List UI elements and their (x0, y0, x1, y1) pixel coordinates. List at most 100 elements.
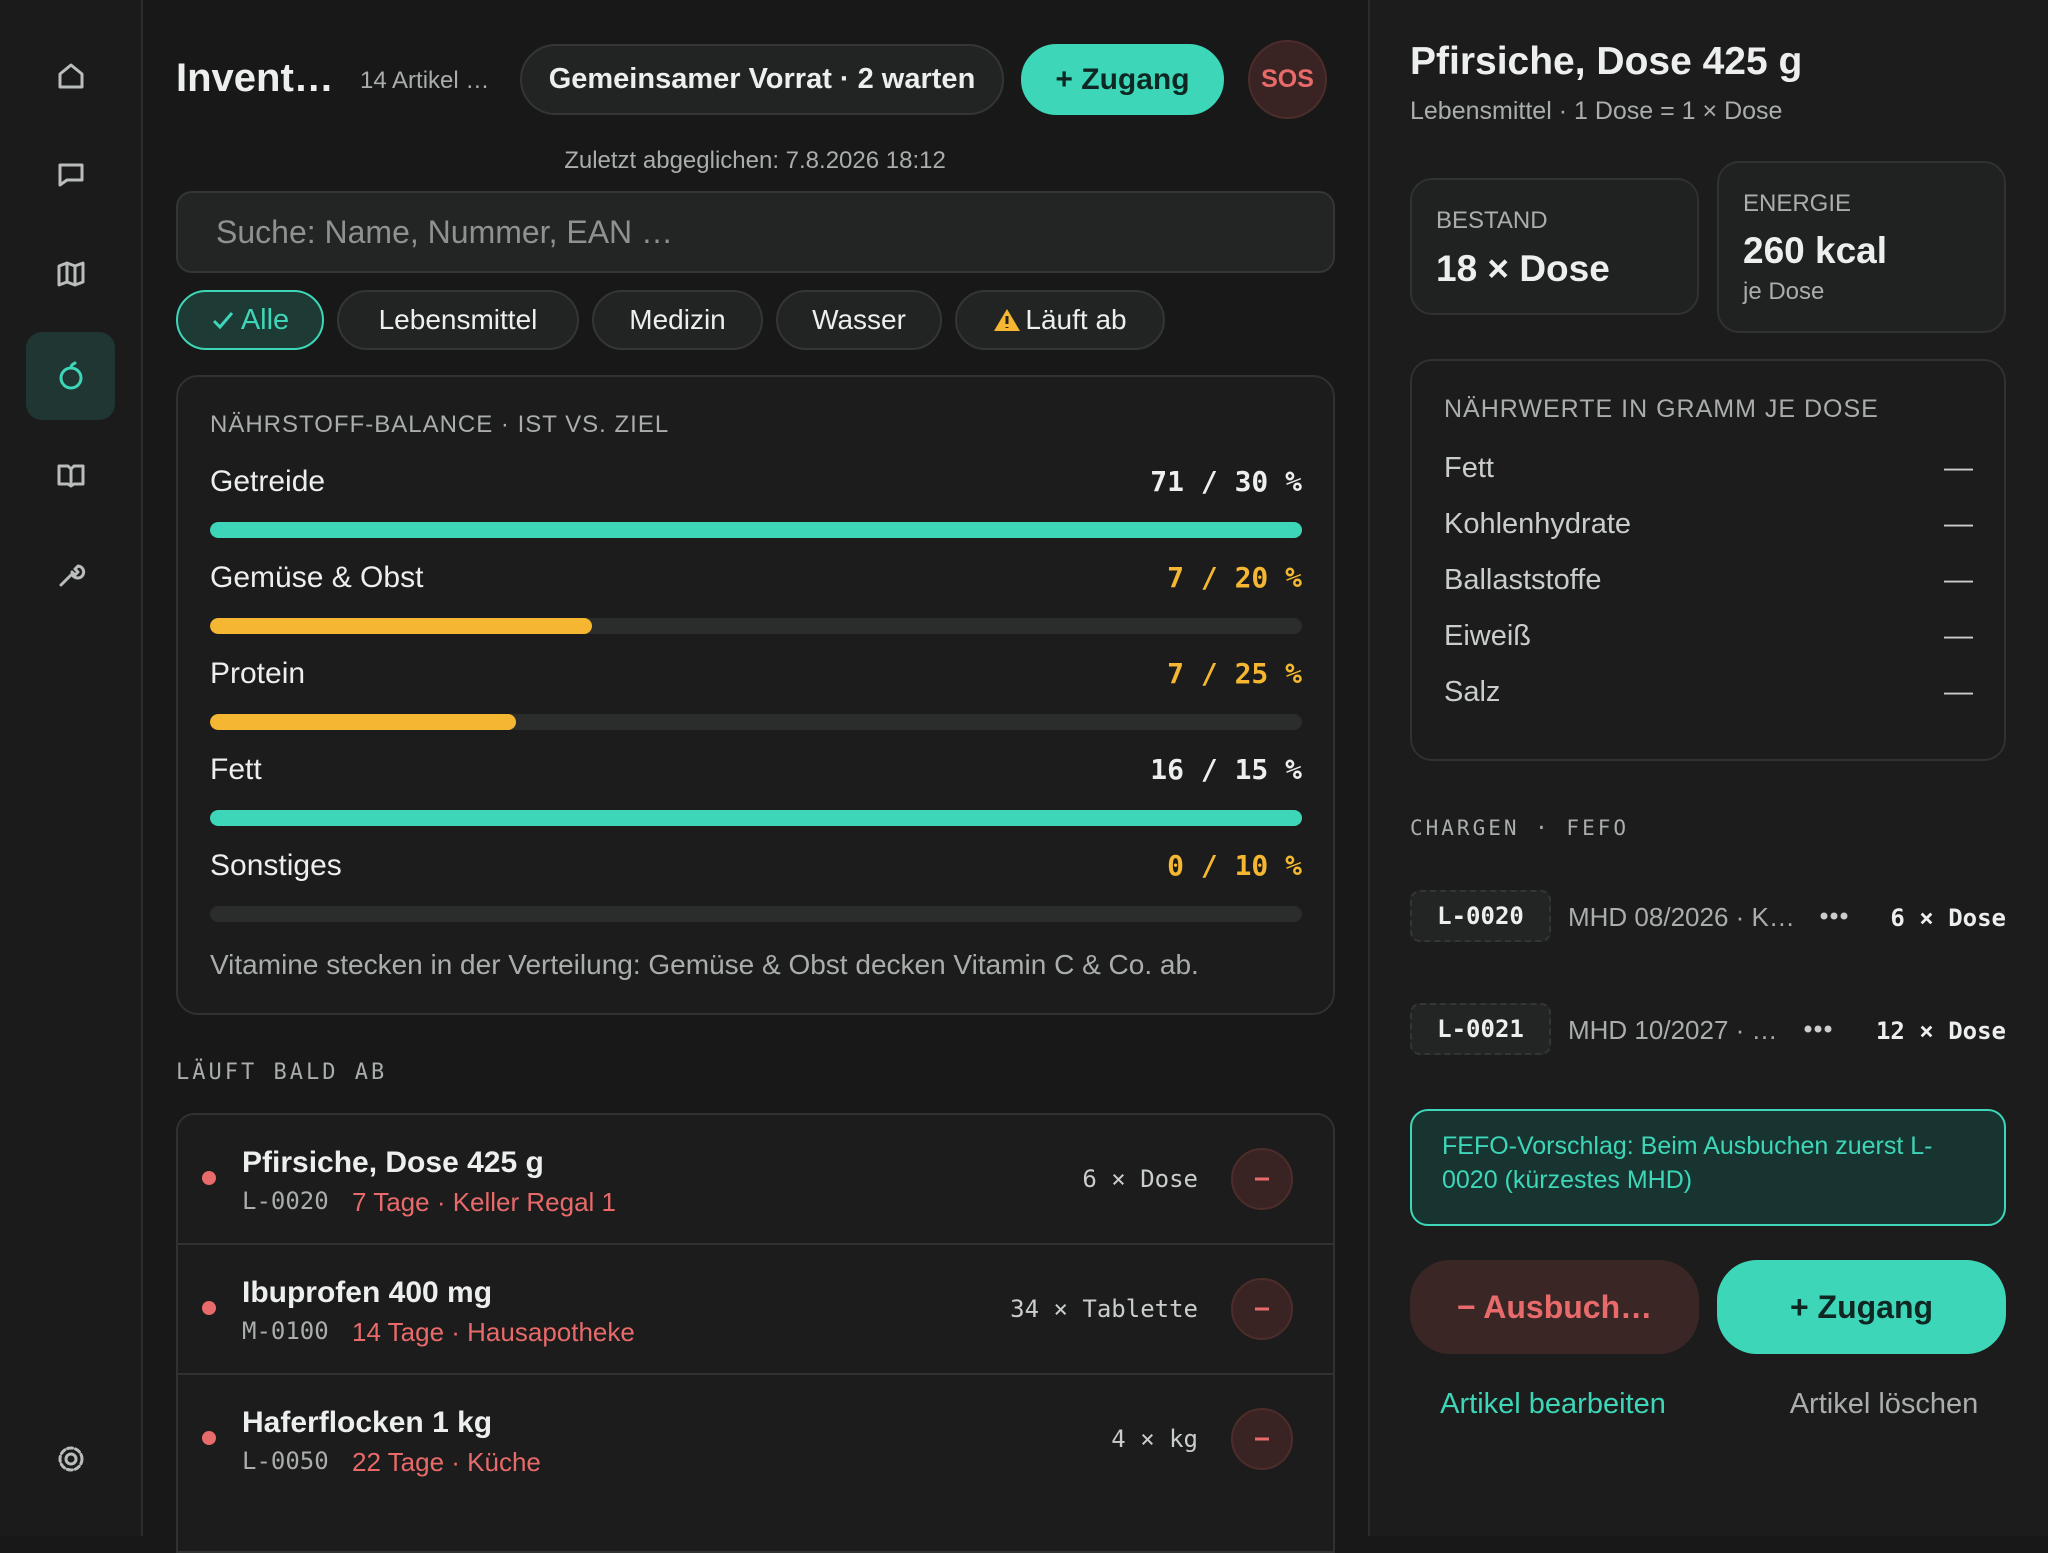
detail-subtitle: Lebensmittel · 1 Dose = 1 × Dose (1410, 97, 1783, 125)
balance-title: NÄHRSTOFF-BALANCE · IST VS. ZIEL (210, 411, 670, 438)
shared-stock-button[interactable]: Gemeinsamer Vorrat · 2 warten (520, 44, 1004, 115)
energy-label: ENERGIE (1743, 190, 1852, 217)
add-button[interactable]: + Zugang (1717, 1260, 2006, 1354)
nutrient-name: Gemüse & Obst (210, 561, 424, 594)
nutrient-name: Kohlenhydrate (1444, 508, 1632, 540)
nutrient-value: — (1944, 508, 1973, 540)
stock-value: 18 × Dose (1436, 248, 1610, 289)
filter-label: Alle (240, 303, 290, 336)
energy-value: 260 kcal (1743, 230, 1888, 271)
nutrient-ratio: 7 / 25 % (1167, 657, 1302, 690)
nutrient-value: — (1944, 452, 1973, 484)
fefo-hint: FEFO-Vorschlag: Beim Ausbuchen zuerst L-… (1410, 1109, 2006, 1226)
delete-link[interactable]: Artikel löschen (1789, 1388, 1979, 1420)
batch-qty: 12 × Dose (1875, 1017, 2006, 1045)
tool-icon[interactable] (55, 559, 87, 591)
batch-qty: 6 × Dose (1890, 904, 2006, 932)
item-name: Haferflocken 1 kg (242, 1406, 493, 1439)
nutrition-title: NÄHRWERTE IN GRAMM JE DOSE (1444, 395, 1879, 423)
filter-chip[interactable]: Alle (176, 290, 324, 350)
item-code: L-0050 (242, 1447, 329, 1475)
bar-track (210, 522, 1302, 538)
item-qty: 34 × Tablette (1010, 1295, 1198, 1323)
nutrient-name: Fett (210, 753, 262, 786)
stock-card (1410, 178, 1699, 315)
sync-status: Zuletzt abgeglichen: 7.8.2026 18:12 (564, 147, 946, 174)
nutrient-ratio: 7 / 20 % (1167, 561, 1302, 594)
status-dot (202, 1171, 216, 1185)
item-qty: 6 × Dose (1082, 1165, 1198, 1193)
item-qty: 4 × kg (1111, 1425, 1198, 1453)
item-code: L-0020 (242, 1187, 329, 1215)
map-icon[interactable] (55, 258, 87, 290)
filter-chip[interactable]: Lebensmittel (337, 290, 579, 350)
item-expiry: 7 Tage · Keller Regal 1 (352, 1187, 617, 1217)
nutrient-name: Eiweiß (1444, 620, 1532, 652)
active-nav[interactable] (26, 332, 115, 420)
settings-icon[interactable] (55, 1443, 87, 1475)
remove-one-button[interactable] (1230, 1147, 1294, 1211)
remove-one-button[interactable] (1230, 1277, 1294, 1341)
remove-button[interactable]: − Ausbuch… (1410, 1260, 1699, 1354)
nutrient-name: Sonstiges (210, 849, 342, 882)
detail-title: Pfirsiche, Dose 425 g (1410, 40, 1803, 83)
status-dot (202, 1431, 216, 1445)
chat-icon[interactable] (55, 159, 87, 191)
batch-info: MHD 08/2026 · K… (1568, 902, 1795, 932)
filter-chip[interactable]: Medizin (592, 290, 763, 350)
filter-label: Läuft ab (1025, 304, 1127, 335)
divider (176, 1373, 1335, 1375)
bar-track (210, 906, 1302, 922)
energy-unit: je Dose (1743, 278, 1825, 305)
balance-note: Vitamine stecken in der Verteilung: Gemü… (210, 949, 1199, 980)
item-count: 14 Artikel … (360, 67, 490, 94)
nutrient-name: Protein (210, 657, 306, 690)
bar-track (210, 810, 1302, 826)
filter-chip[interactable]: Wasser (776, 290, 942, 350)
item-expiry: 14 Tage · Hausapotheke (352, 1317, 635, 1347)
item-name: Ibuprofen 400 mg (242, 1276, 493, 1309)
batch-menu[interactable] (1819, 911, 1849, 921)
nutrient-value: — (1944, 676, 1973, 708)
nutrient-ratio: 71 / 30 % (1150, 465, 1302, 498)
batch-code: L-0021 (1410, 1003, 1551, 1055)
filter-chip[interactable]: Läuft ab (955, 290, 1165, 350)
nutrient-ratio: 16 / 15 % (1150, 753, 1302, 786)
divider (176, 1243, 1335, 1245)
energy-card (1717, 161, 2006, 333)
nutrient-ratio: 0 / 10 % (1167, 849, 1302, 882)
bar-track (210, 714, 1302, 730)
nutrient-name: Salz (1444, 676, 1501, 708)
nutrient-name: Getreide (210, 465, 326, 498)
status-dot (202, 1301, 216, 1315)
nutrient-name: Fett (1444, 452, 1494, 484)
item-name: Pfirsiche, Dose 425 g (242, 1146, 544, 1179)
section-title: CHARGEN · FEFO (1410, 816, 1630, 840)
bar (210, 714, 516, 730)
stock-label: BESTAND (1436, 207, 1548, 234)
bar (210, 522, 1302, 538)
add-button[interactable]: + Zugang (1021, 44, 1224, 115)
warning-icon (994, 309, 1021, 331)
section-title: LÄUFT BALD AB (176, 1060, 388, 1085)
bar (210, 810, 1302, 826)
search-field[interactable]: Suche: Name, Nummer, EAN … (176, 191, 1335, 273)
sidebar (0, 0, 143, 1536)
item-expiry: 22 Tage · Küche (352, 1447, 541, 1477)
nutrition-card (1410, 359, 2006, 761)
page-title: Invent… (176, 56, 334, 100)
check-icon (212, 312, 233, 330)
food-icon[interactable] (55, 360, 87, 392)
home-icon[interactable] (55, 60, 87, 92)
remove-one-button[interactable] (1230, 1407, 1294, 1471)
bar (210, 618, 593, 634)
batch-info: MHD 10/2027 · … (1568, 1015, 1778, 1045)
sos-button[interactable]: SOS (1248, 40, 1327, 119)
nutrient-value: — (1944, 620, 1973, 652)
nutrient-name: Ballaststoffe (1444, 564, 1602, 596)
edit-link[interactable]: Artikel bearbeiten (1440, 1388, 1666, 1420)
book-icon[interactable] (55, 459, 87, 491)
batch-menu[interactable] (1803, 1024, 1833, 1034)
